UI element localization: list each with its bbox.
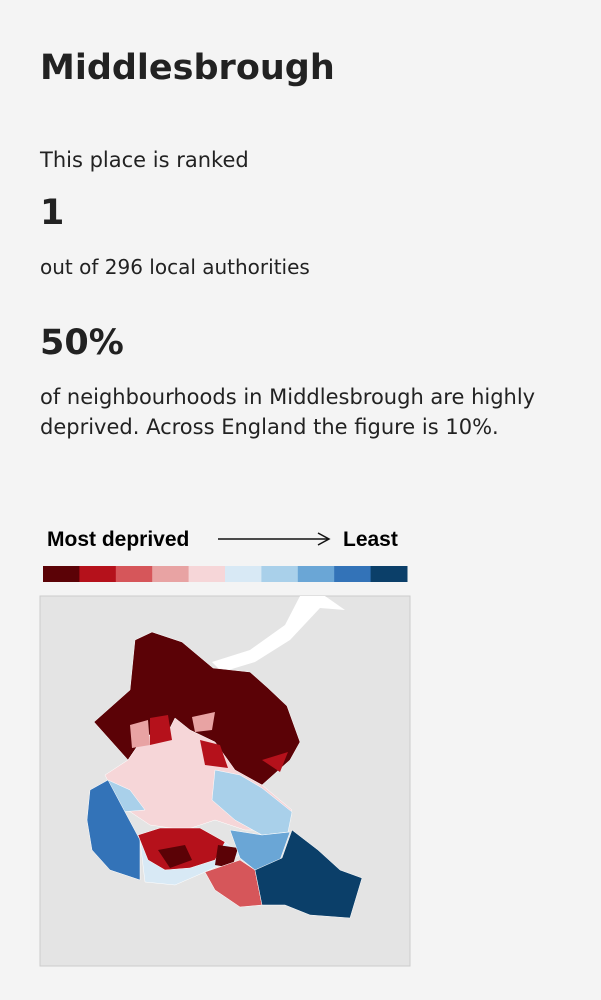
legend-swatches bbox=[43, 566, 408, 582]
rank: 1 bbox=[40, 193, 65, 233]
river bbox=[212, 596, 345, 672]
legend-swatch bbox=[79, 566, 117, 582]
region bbox=[158, 845, 238, 868]
region bbox=[86, 779, 141, 881]
region bbox=[130, 712, 215, 748]
rank-context: out of 296 local authorities bbox=[40, 255, 310, 279]
description: of neighbourhoods in Middlesbrough are h… bbox=[40, 385, 536, 439]
legend-low-label: Most deprived bbox=[47, 528, 189, 551]
legend-swatch bbox=[261, 566, 299, 582]
region bbox=[93, 631, 301, 786]
legend-swatch bbox=[297, 566, 335, 582]
legend-swatch bbox=[152, 566, 190, 582]
legend-high-label: Least bbox=[343, 528, 398, 551]
legend-swatch bbox=[43, 566, 80, 582]
legend-swatch bbox=[225, 566, 262, 582]
legend-swatch bbox=[188, 566, 226, 582]
map bbox=[39, 595, 411, 967]
share: 50% bbox=[40, 323, 124, 363]
legend-swatch bbox=[334, 566, 372, 582]
legend-arrow-head bbox=[317, 532, 331, 546]
legend-swatch bbox=[370, 566, 408, 582]
region bbox=[254, 829, 363, 919]
region bbox=[150, 715, 288, 772]
legend-swatch bbox=[115, 566, 153, 582]
title: Middlesbrough bbox=[40, 48, 335, 88]
rank-intro: This place is ranked bbox=[40, 148, 249, 172]
